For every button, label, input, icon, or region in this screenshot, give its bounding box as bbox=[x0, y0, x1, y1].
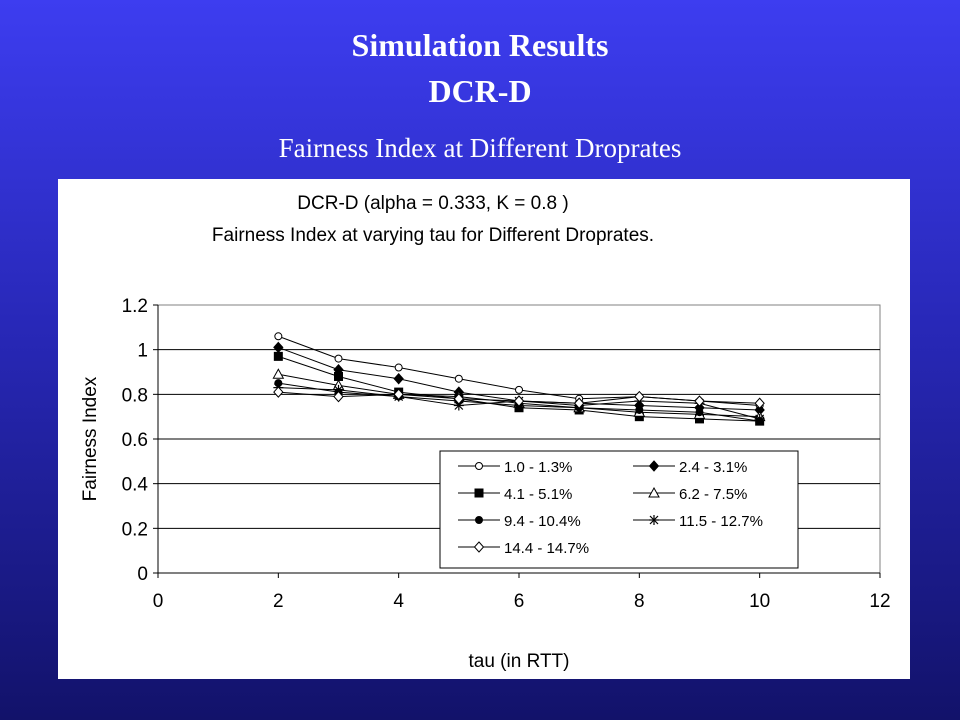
y-tick-label: 1 bbox=[137, 341, 148, 362]
legend-label: 2.4 - 3.1% bbox=[679, 459, 747, 476]
legend-marker bbox=[475, 516, 483, 524]
x-tick-label: 8 bbox=[634, 591, 645, 612]
legend-item: 11.5 - 12.7% bbox=[633, 513, 763, 530]
legend-item: 1.0 - 1.3% bbox=[458, 459, 572, 476]
y-tick-label: 0.4 bbox=[122, 475, 149, 496]
legend-label: 11.5 - 12.7% bbox=[679, 513, 763, 530]
data-point bbox=[272, 368, 285, 379]
data-point bbox=[634, 390, 645, 403]
axes: 0 0.2 0.4 0.6 0.8 1 1.2 0 2 4 6 8 10 12 bbox=[122, 296, 891, 612]
data-point bbox=[573, 397, 585, 410]
x-tick-label: 2 bbox=[273, 591, 284, 612]
legend-label: 6.2 - 7.5% bbox=[679, 486, 747, 503]
y-tick-label: 0.8 bbox=[122, 385, 148, 406]
x-tick-label: 10 bbox=[749, 591, 770, 612]
y-tick-label: 0.6 bbox=[122, 430, 148, 451]
chart-panel: DCR-D (alpha = 0.333, K = 0.8 ) Fairness… bbox=[58, 179, 910, 679]
legend-item: 6.2 - 7.5% bbox=[633, 486, 747, 503]
x-tick-label: 4 bbox=[393, 591, 404, 612]
data-point bbox=[273, 351, 283, 361]
legend-label: 1.0 - 1.3% bbox=[504, 459, 572, 476]
data-point bbox=[334, 354, 343, 363]
data-point bbox=[515, 385, 523, 394]
legend-label: 9.4 - 10.4% bbox=[504, 513, 581, 530]
x-tick-label: 6 bbox=[514, 591, 525, 612]
data-point bbox=[273, 386, 284, 398]
data-point bbox=[274, 332, 283, 341]
data-point bbox=[454, 374, 463, 383]
y-tick-label: 0 bbox=[137, 564, 148, 585]
x-axis-label: tau (in RTT) bbox=[468, 651, 569, 672]
legend-marker bbox=[475, 462, 483, 470]
legend-item: 4.1 - 5.1% bbox=[458, 486, 572, 503]
legend-label: 4.1 - 5.1% bbox=[504, 486, 572, 503]
legend-item: 9.4 - 10.4% bbox=[458, 513, 581, 530]
data-point bbox=[453, 393, 465, 405]
data-point bbox=[333, 390, 344, 403]
data-point bbox=[513, 395, 525, 407]
legend-label: 14.4 - 14.7% bbox=[504, 540, 589, 557]
data-point bbox=[695, 408, 704, 417]
legend-item: 14.4 - 14.7% bbox=[458, 540, 589, 557]
legend-marker bbox=[648, 460, 660, 472]
data-point bbox=[694, 395, 705, 407]
data-point bbox=[393, 388, 404, 401]
legend-box bbox=[439, 450, 799, 569]
x-tick-label: 12 bbox=[869, 591, 890, 612]
data-point bbox=[754, 397, 765, 410]
slide-subtitle: Fairness Index at Different Droprates bbox=[278, 133, 682, 163]
data-point bbox=[754, 413, 765, 424]
y-axis-label: Fairness Index bbox=[80, 376, 101, 501]
legend-marker bbox=[473, 541, 485, 553]
data-point bbox=[394, 363, 403, 372]
y-tick-label: 1.2 bbox=[122, 296, 148, 317]
x-tick-label: 0 bbox=[153, 591, 164, 612]
data-point bbox=[393, 372, 404, 385]
legend-marker bbox=[649, 515, 659, 525]
data-point bbox=[334, 371, 343, 381]
chart-subtitle: Fairness Index at varying tau for Differ… bbox=[212, 225, 654, 246]
data-point bbox=[453, 400, 464, 411]
series-7 bbox=[273, 386, 765, 410]
slide-title-secondary: DCR-D bbox=[428, 73, 532, 109]
data-point bbox=[635, 405, 644, 414]
legend-marker bbox=[648, 486, 660, 498]
line-chart: DCR-D (alpha = 0.333, K = 0.8 ) Fairness… bbox=[80, 193, 891, 672]
legend: 1.0 - 1.3% 2.4 - 3.1% 4.1 - 5.1% 6.2 - 7.5%… bbox=[439, 450, 799, 569]
y-tick-label: 0.2 bbox=[122, 519, 148, 540]
chart-title: DCR-D (alpha = 0.333, K = 0.8 ) bbox=[297, 193, 568, 214]
legend-marker bbox=[474, 488, 484, 498]
legend-item: 2.4 - 3.1% bbox=[633, 459, 747, 476]
series-group bbox=[272, 332, 766, 426]
slide-title: Simulation Results bbox=[351, 27, 609, 63]
